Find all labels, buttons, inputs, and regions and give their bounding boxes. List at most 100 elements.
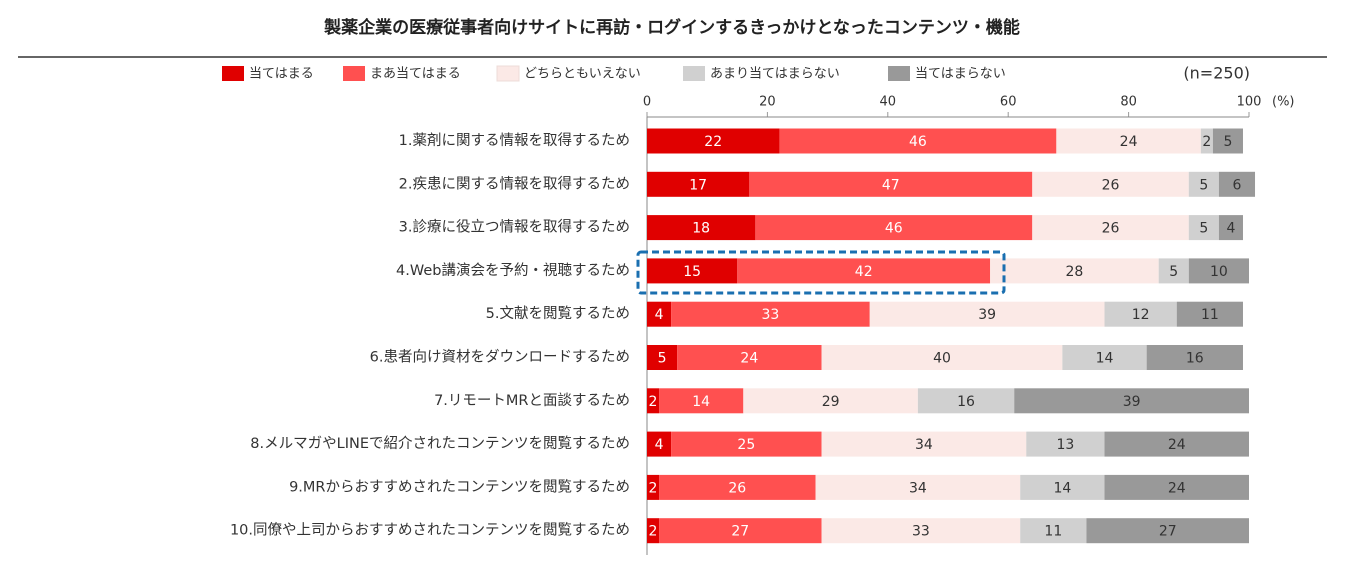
value-label: 29 [822,394,840,410]
value-label: 5 [1199,177,1208,193]
value-label: 2 [649,524,658,540]
value-label: 33 [761,307,779,323]
bar-segment [1056,128,1201,154]
value-label: 16 [1186,351,1204,367]
category-label: 7.リモートMRと面談するため [434,392,630,409]
value-label: 2 [1202,134,1211,150]
bar-segment [755,215,1033,241]
bar-segment [1032,215,1189,241]
bar-segment [1014,388,1249,414]
bar-segment [1188,171,1219,197]
bar-segment [671,431,822,457]
bar-segment [1188,215,1219,241]
value-label: 5 [1199,221,1208,237]
bar-segment [821,518,1021,544]
value-label: 6 [1232,177,1241,193]
x-tick-label: 0 [643,95,651,110]
category-label: 2.疾患に関する情報を取得するため [399,175,630,192]
value-label: 27 [731,524,749,540]
category-label: 4.Web講演会を予約・視聴するため [396,262,630,279]
bar-segment [1218,215,1243,241]
category-label: 6.患者向け資材をダウンロードするため [370,349,630,366]
value-label: 24 [1120,134,1138,150]
value-label: 26 [728,480,746,496]
value-label: 28 [1066,264,1084,280]
legend-label: どちらともいえない [524,67,641,82]
bar-segment [1176,301,1243,327]
value-label: 46 [885,221,903,237]
bar-segment [1062,345,1147,370]
bar-segment [647,388,660,414]
value-label: 2 [649,394,658,410]
bar-segment [743,388,918,414]
value-label: 40 [933,351,951,367]
legend-swatch [888,66,910,81]
value-label: 39 [978,307,996,323]
value-label: 10 [1210,264,1228,280]
bar-segment [869,301,1105,327]
bar-segment [677,345,822,370]
bar-segment [647,301,672,327]
bar-segment [647,128,780,154]
bar-segment [671,301,870,327]
value-label: 17 [689,177,707,193]
x-tick-label: 20 [759,95,776,110]
bar-segment [1212,128,1243,154]
bar-segment [659,518,822,544]
value-label: 26 [1102,221,1120,237]
x-tick-label: 40 [880,95,897,110]
category-label: 9.MRからおすすめされたコンテンツを閲覧するため [289,478,630,495]
bar-segment [1086,518,1249,544]
value-label: 25 [737,437,755,453]
legend-swatch [343,66,365,81]
legend-label: まあ当てはまる [370,67,461,82]
category-label: 1.薬剤に関する情報を取得するため [399,132,630,149]
chart-title: 製薬企業の医療従事者向けサイトに再訪・ログインするきっかけとなったコンテンツ・機… [323,17,1020,38]
legend-swatch [222,66,244,81]
value-label: 4 [1226,221,1235,237]
value-label: 4 [655,307,664,323]
legend-label: 当てはまらない [915,67,1006,82]
bar-segment [779,128,1057,154]
bar-segment [917,388,1015,414]
category-label: 3.診療に役立つ情報を取得するため [399,219,630,236]
value-label: 33 [912,524,930,540]
legend-swatch [683,66,705,81]
bar-segment [1218,171,1256,197]
value-label: 4 [655,437,664,453]
unit-label: (%) [1272,95,1295,110]
bar-segment [1188,258,1249,284]
bar-segment [647,431,672,457]
bar-segment [821,345,1063,370]
value-label: 5 [1223,134,1232,150]
value-label: 5 [658,351,667,367]
value-label: 13 [1056,437,1074,453]
category-label: 5.文献を閲覧するため [486,305,630,322]
value-label: 12 [1132,307,1150,323]
bar-segment [647,258,738,284]
value-label: 11 [1201,307,1219,323]
value-label: 47 [882,177,900,193]
value-label: 39 [1123,394,1141,410]
value-label: 14 [1053,480,1071,496]
value-label: 34 [909,480,927,496]
value-label: 27 [1159,524,1177,540]
bar-segment [647,215,756,241]
value-label: 14 [692,394,710,410]
value-label: 34 [915,437,933,453]
bar-segment [737,258,991,284]
value-label: 11 [1044,524,1062,540]
value-label: 46 [909,134,927,150]
bar-segment [1104,474,1249,500]
bar-segment [1104,301,1177,327]
x-tick-label: 60 [1000,95,1017,110]
bar-segment [990,258,1159,284]
value-label: 24 [1168,480,1186,496]
value-label: 14 [1096,351,1114,367]
bar-segment [1104,431,1249,457]
legend-label: 当てはまる [249,67,314,82]
bar-segment [647,518,660,544]
bar-segment [1020,518,1087,544]
x-tick-label: 100 [1237,95,1262,110]
